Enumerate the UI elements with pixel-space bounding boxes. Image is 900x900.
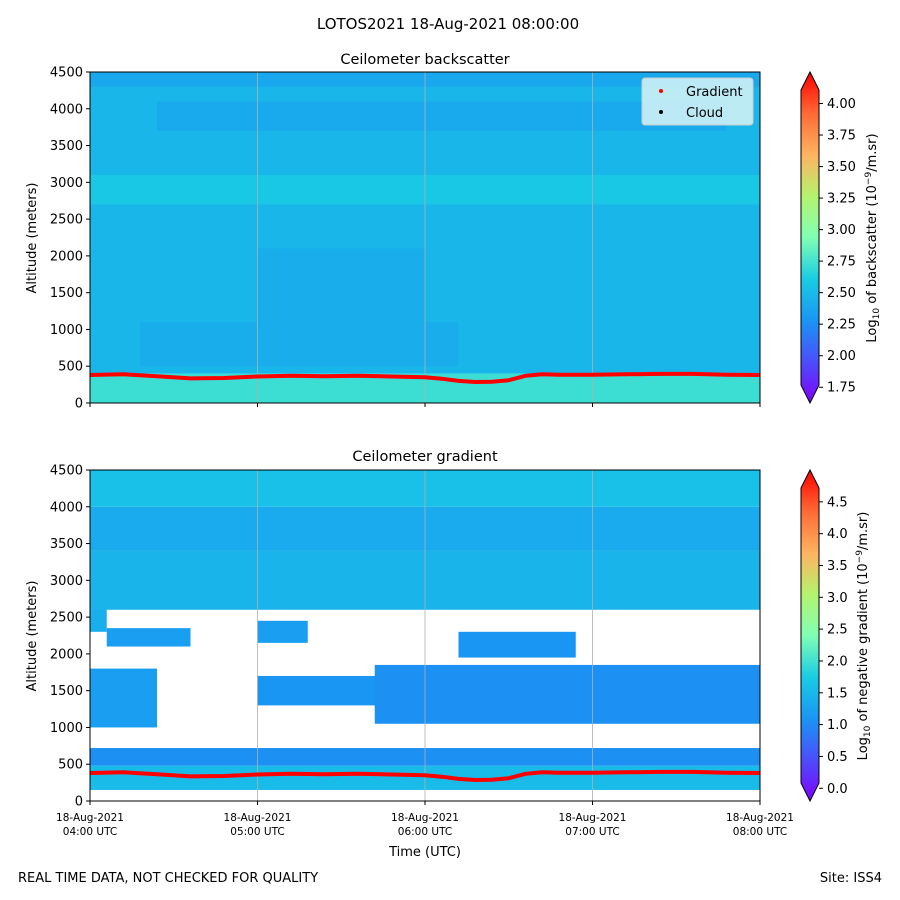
y-tick-label: 500 xyxy=(58,758,83,773)
legend-gradient-label: Gradient xyxy=(686,85,743,100)
gradient-echo-region xyxy=(90,606,107,632)
x-tick-time-label: 08:00 UTC xyxy=(733,826,787,838)
backscatter-x-ticks xyxy=(89,403,761,407)
legend-gradient-marker xyxy=(659,89,663,93)
backscatter-y-axis: 0 500 1000 1500 2000 2500 3000 3500 4000 4500 xyxy=(50,66,90,412)
y-tick-label: 4500 xyxy=(50,464,83,479)
gradient-ylabel: Altitude (meters) xyxy=(25,581,40,692)
backscatter-colorbar-bar xyxy=(800,70,820,405)
gradient-echo-region xyxy=(257,620,308,643)
x-tick-date-label: 18-Aug-2021 xyxy=(726,812,794,824)
colorbar-tick-label: 1.0 xyxy=(827,718,848,733)
colorbar-tick-label: 1.5 xyxy=(827,686,848,701)
x-tick-time-label: 07:00 UTC xyxy=(565,826,619,838)
backscatter-colorbar-label: Log10 of backscatter (10−9/m.sr) xyxy=(864,133,882,342)
x-tick-date-label: 18-Aug-2021 xyxy=(391,812,459,824)
backscatter-colorbar-ticks: 1.75 2.00 2.25 2.50 2.75 3.00 3.25 3.50 3.75 4.00 xyxy=(819,97,856,396)
gradient-y-axis: 0 500 1000 1500 2000 2500 3000 3500 4000 4500 xyxy=(50,464,90,810)
gradient-panel: Ceilometer gradient 0 500 1000 1500 2000 2500… xyxy=(25,449,873,860)
y-tick-label: 0 xyxy=(75,397,83,412)
y-tick-label: 3000 xyxy=(50,176,83,191)
colorbar-tick-label: 2.5 xyxy=(827,623,848,638)
colorbar-tick-label: 0.0 xyxy=(827,782,848,797)
colorbar-tick-label: 1.75 xyxy=(827,381,856,396)
backscatter-field-patch xyxy=(157,101,727,131)
gradient-xlabel: Time (UTC) xyxy=(388,845,461,860)
y-tick-label: 4500 xyxy=(50,66,83,81)
gradient-colorbar-bar xyxy=(800,468,820,803)
y-tick-label: 3000 xyxy=(50,574,83,589)
colorbar-tick-label: 2.0 xyxy=(827,654,848,669)
y-tick-label: 1000 xyxy=(50,323,83,338)
y-tick-label: 4000 xyxy=(50,500,83,515)
y-tick-label: 1500 xyxy=(50,286,83,301)
gradient-echo-region xyxy=(374,664,760,724)
colorbar-tick-label: 4.00 xyxy=(827,97,856,112)
gradient-title: Ceilometer gradient xyxy=(352,449,498,465)
legend-cloud-label: Cloud xyxy=(686,106,723,121)
x-tick-date-label: 18-Aug-2021 xyxy=(559,812,627,824)
colorbar-tick-label: 3.25 xyxy=(827,192,856,207)
quality-disclaimer: REAL TIME DATA, NOT CHECKED FOR QUALITY xyxy=(18,871,318,886)
backscatter-ylabel: Altitude (meters) xyxy=(25,183,40,294)
colorbar-tick-label: 4.0 xyxy=(827,527,848,542)
gradient-x-axis: 18-Aug-2021 04:00 UTC 18-Aug-2021 05:00 UTC… xyxy=(56,801,794,838)
colorbar-tick-label: 4.5 xyxy=(827,495,848,510)
colorbar-tick-label: 3.0 xyxy=(827,591,848,606)
gradient-echo-region xyxy=(458,631,576,658)
legend-cloud-marker xyxy=(659,110,663,114)
backscatter-gridlines xyxy=(257,72,593,403)
colorbar-tick-label: 2.25 xyxy=(827,318,856,333)
colorbar-tick-label: 3.50 xyxy=(827,160,856,175)
gradient-echo-region xyxy=(106,628,191,647)
colorbar-tick-label: 3.5 xyxy=(827,559,848,574)
colorbar-tick-label: 2.50 xyxy=(827,286,856,301)
y-tick-label: 0 xyxy=(75,795,83,810)
x-tick-time-label: 05:00 UTC xyxy=(230,826,284,838)
y-tick-label: 2000 xyxy=(50,249,83,264)
y-tick-label: 3500 xyxy=(50,537,83,552)
colorbar-tick-label: 2.00 xyxy=(827,349,856,364)
y-tick-label: 1000 xyxy=(50,721,83,736)
gradient-colorbar-label: Log10 of negative gradient (10−9/m.sr) xyxy=(855,512,873,761)
gradient-gridlines xyxy=(257,470,593,801)
colorbar-tick-label: 0.5 xyxy=(827,750,848,765)
y-tick-label: 2500 xyxy=(50,611,83,626)
figure-title: LOTOS2021 18-Aug-2021 08:00:00 xyxy=(317,15,579,33)
y-tick-label: 1500 xyxy=(50,684,83,699)
gradient-gradient-line xyxy=(90,769,760,783)
x-tick-time-label: 04:00 UTC xyxy=(63,826,117,838)
y-tick-label: 4000 xyxy=(50,102,83,117)
backscatter-colorbar: 1.75 2.00 2.25 2.50 2.75 3.00 3.25 3.50 3.75 4.00… xyxy=(800,70,882,405)
y-tick-label: 2500 xyxy=(50,213,83,228)
backscatter-field-patch xyxy=(257,248,425,323)
y-tick-label: 3500 xyxy=(50,139,83,154)
colorbar-tick-label: 3.75 xyxy=(827,129,856,144)
backscatter-gradient-line xyxy=(90,371,760,385)
gradient-colorbar-ticks: 0.0 0.5 1.0 1.5 2.0 2.5 3.0 3.5 4.0 4.5 xyxy=(819,495,848,797)
legend: Gradient Cloud xyxy=(641,77,754,126)
y-tick-label: 500 xyxy=(58,360,83,375)
gradient-colorbar: 0.0 0.5 1.0 1.5 2.0 2.5 3.0 3.5 4.0 4.5 Log10 of … xyxy=(800,468,873,803)
backscatter-title: Ceilometer backscatter xyxy=(340,52,509,68)
x-tick-date-label: 18-Aug-2021 xyxy=(56,812,124,824)
colorbar-tick-label: 2.75 xyxy=(827,255,856,270)
site-label: Site: ISS4 xyxy=(820,871,882,886)
legend-box xyxy=(641,77,754,126)
gradient-echo-region xyxy=(90,668,157,728)
backscatter-panel: Ceilometer backscatter 0 500 1000 1500 2000 2… xyxy=(25,52,882,412)
backscatter-field-patch xyxy=(140,322,459,367)
x-tick-time-label: 06:00 UTC xyxy=(398,826,452,838)
y-tick-label: 2000 xyxy=(50,647,83,662)
colorbar-tick-label: 3.00 xyxy=(827,223,856,238)
x-tick-date-label: 18-Aug-2021 xyxy=(224,812,292,824)
